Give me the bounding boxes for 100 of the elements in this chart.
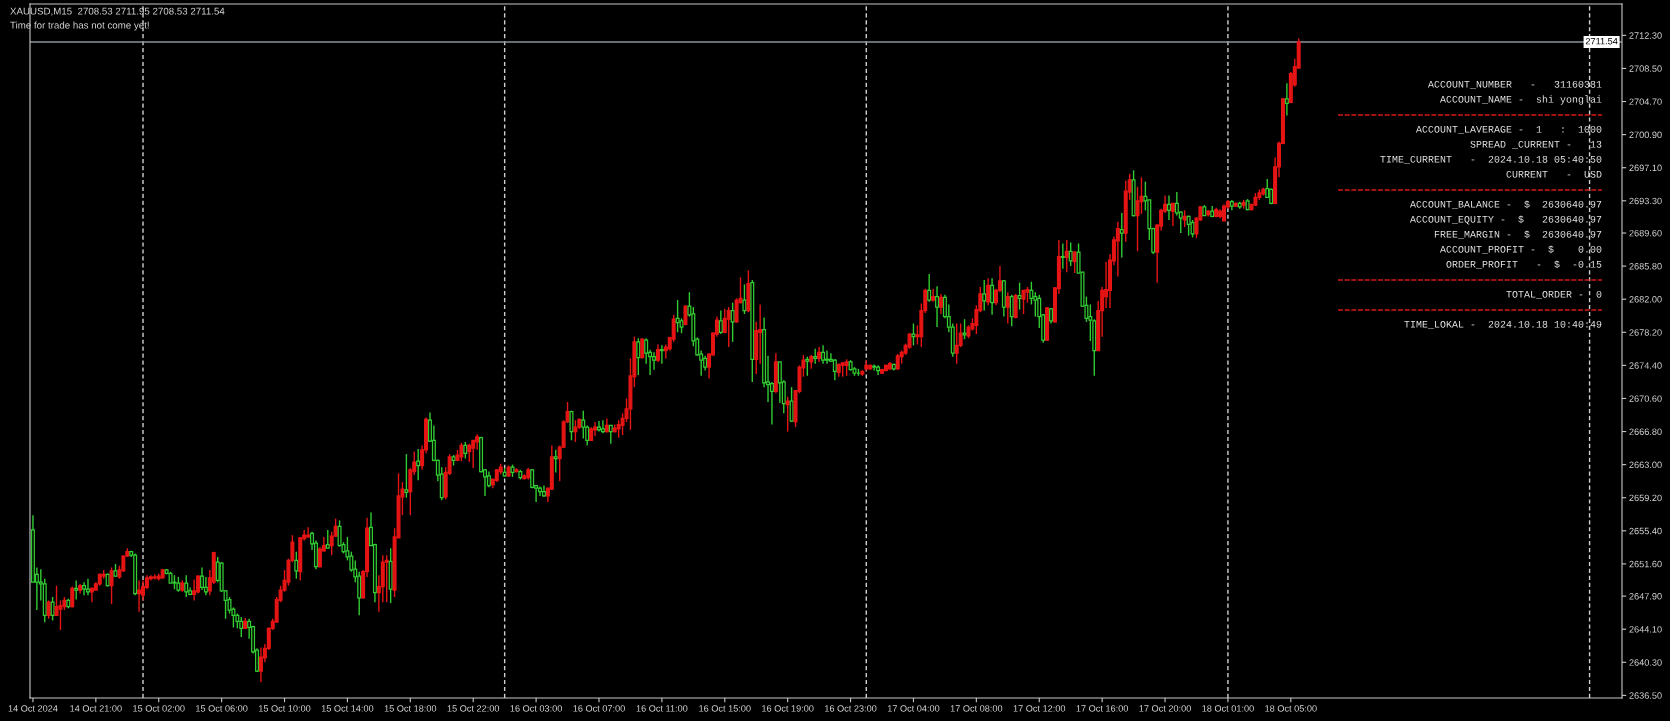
x-tick-label: 16 Oct 23:00: [825, 705, 877, 712]
y-tick-label: 2685.80: [1629, 263, 1662, 270]
annotation: ACCOUNT_PROFIT - $ 0.00: [1439, 245, 1602, 254]
candlestick: [1174, 191, 1179, 217]
x-tick-label: 15 Oct 14:00: [321, 705, 374, 712]
x-tick-label: 16 Oct 11:00: [636, 705, 688, 712]
candlestick: [986, 277, 991, 306]
candlestick: [982, 279, 987, 312]
y-tick-label: 2689.60: [1629, 229, 1662, 237]
x-tick-label: 14 Oct 2024: [8, 705, 58, 712]
annotation: ACCOUNT_LAVERAGE - 1 : 1000: [1415, 125, 1602, 134]
chart-title: XAUUSD,M15 2708.53 2711.95 2708.53 2711.54: [10, 7, 225, 16]
candlestick: [1284, 82, 1289, 117]
x-tick-label: 15 Oct 22:00: [447, 705, 500, 712]
annotation: SPREAD _CURRENT - 13: [1470, 140, 1602, 149]
candlestick: [718, 309, 723, 335]
candlestick: [294, 551, 299, 580]
candlestick: [581, 409, 586, 440]
candlestick: [608, 424, 613, 445]
candlestick: [89, 586, 94, 603]
candlestick: [1005, 291, 1010, 325]
annotation: CURRENT - USD: [1506, 170, 1602, 178]
annotation: ACCOUNT_NUMBER - 31160381: [1427, 80, 1602, 89]
annotation: TIME_CURRENT - 2024.10.18 05:40:50: [1380, 155, 1602, 164]
candlestick: [467, 443, 472, 463]
x-tick-label: 16 Oct 03:00: [510, 705, 562, 712]
x-tick-label: 15 Oct 02:00: [133, 705, 185, 712]
x-tick-label: 18 Oct 05:00: [1265, 705, 1317, 712]
annotation: ACCOUNT_NAME - shi yonglai: [1439, 95, 1602, 105]
annotation: TOTAL_ORDER - 0: [1506, 290, 1602, 299]
candlestick: [730, 301, 735, 343]
y-tick-label: 2647.90: [1629, 593, 1662, 600]
candlestick: [306, 526, 311, 539]
x-tick-label: 16 Oct 07:00: [573, 705, 625, 712]
y-tick-label: 2704.70: [1629, 98, 1662, 105]
x-tick-label: 16 Oct 15:00: [699, 705, 751, 712]
y-tick-label: 2670.60: [1629, 395, 1662, 402]
annotation: ORDER_PROFIT - $ -0.15: [1446, 260, 1602, 269]
candlestick: [935, 285, 940, 328]
candlestick: [1119, 212, 1124, 259]
x-tick-label: 18 Oct 01:00: [1202, 705, 1254, 712]
candlestick: [962, 318, 967, 340]
y-tick-label: 2678.20: [1629, 329, 1662, 336]
y-tick-label: 2655.40: [1629, 527, 1662, 535]
candlestick: [137, 579, 142, 613]
annotation: FREE_MARGIN - $ 2630640.97: [1434, 230, 1602, 239]
candlestick: [192, 578, 197, 602]
candlestick: [1021, 289, 1026, 315]
candlestick: [824, 349, 829, 365]
candlestick: [1072, 250, 1077, 274]
y-tick-label: 2712.30: [1629, 32, 1662, 39]
y-tick-label: 2708.50: [1629, 65, 1662, 72]
candlestick: [329, 530, 334, 556]
candlestick: [1068, 241, 1073, 267]
candlestick: [109, 566, 114, 605]
ref-line-label: 2711.54: [1585, 37, 1618, 45]
candlestick: [459, 442, 464, 462]
x-tick-label: 17 Oct 08:00: [950, 705, 1003, 712]
x-tick-label: 17 Oct 16:00: [1076, 705, 1129, 712]
candlestick: [821, 344, 826, 365]
candlestick: [1060, 242, 1065, 270]
y-tick-label: 2697.10: [1629, 164, 1662, 172]
candlestick: [46, 599, 51, 620]
candlestick: [1013, 293, 1018, 320]
candlestick: [675, 299, 680, 333]
annotation: ACCOUNT_BALANCE - $ 2630640.97: [1409, 200, 1602, 209]
candlestick: [1009, 294, 1014, 327]
candlestick: [726, 306, 731, 348]
candlestick: [1170, 202, 1175, 227]
y-tick-label: 2659.20: [1629, 494, 1662, 502]
x-tick-label: 15 Oct 06:00: [196, 705, 248, 712]
y-tick-label: 2663.00: [1629, 461, 1662, 469]
candlestick: [325, 529, 330, 549]
candlestick: [258, 646, 263, 684]
candlestick: [553, 449, 558, 474]
candlestick: [1064, 239, 1069, 273]
x-tick-label: 14 Oct 21:00: [70, 705, 122, 712]
candlestick: [1029, 281, 1034, 306]
y-tick-label: 2666.80: [1629, 428, 1662, 435]
y-tick-label: 2636.50: [1629, 692, 1662, 699]
y-tick-label: 2682.00: [1629, 296, 1662, 303]
candlestick: [789, 386, 794, 423]
x-tick-label: 17 Oct 20:00: [1139, 705, 1191, 712]
candlestick: [785, 396, 790, 433]
candlestick: [1017, 281, 1022, 311]
candlestick: [1115, 220, 1120, 278]
x-tick-label: 17 Oct 12:00: [1013, 705, 1066, 712]
candlestick: [573, 419, 578, 443]
x-tick-label: 17 Oct 04:00: [887, 705, 940, 712]
candlestick: [652, 351, 657, 371]
y-tick-label: 2674.40: [1629, 362, 1662, 369]
candlestick: [832, 358, 837, 381]
x-tick-label: 15 Oct 18:00: [384, 705, 437, 712]
x-tick-label: 15 Oct 10:00: [258, 705, 311, 712]
annotation: TIME_LOKAL - 2024.10.18 10:40:49: [1404, 320, 1602, 329]
candlestick: [938, 293, 943, 315]
y-tick-label: 2693.30: [1629, 197, 1662, 205]
x-tick-label: 16 Oct 19:00: [762, 705, 814, 712]
y-tick-label: 2651.60: [1629, 560, 1662, 568]
y-tick-label: 2640.30: [1629, 659, 1662, 666]
